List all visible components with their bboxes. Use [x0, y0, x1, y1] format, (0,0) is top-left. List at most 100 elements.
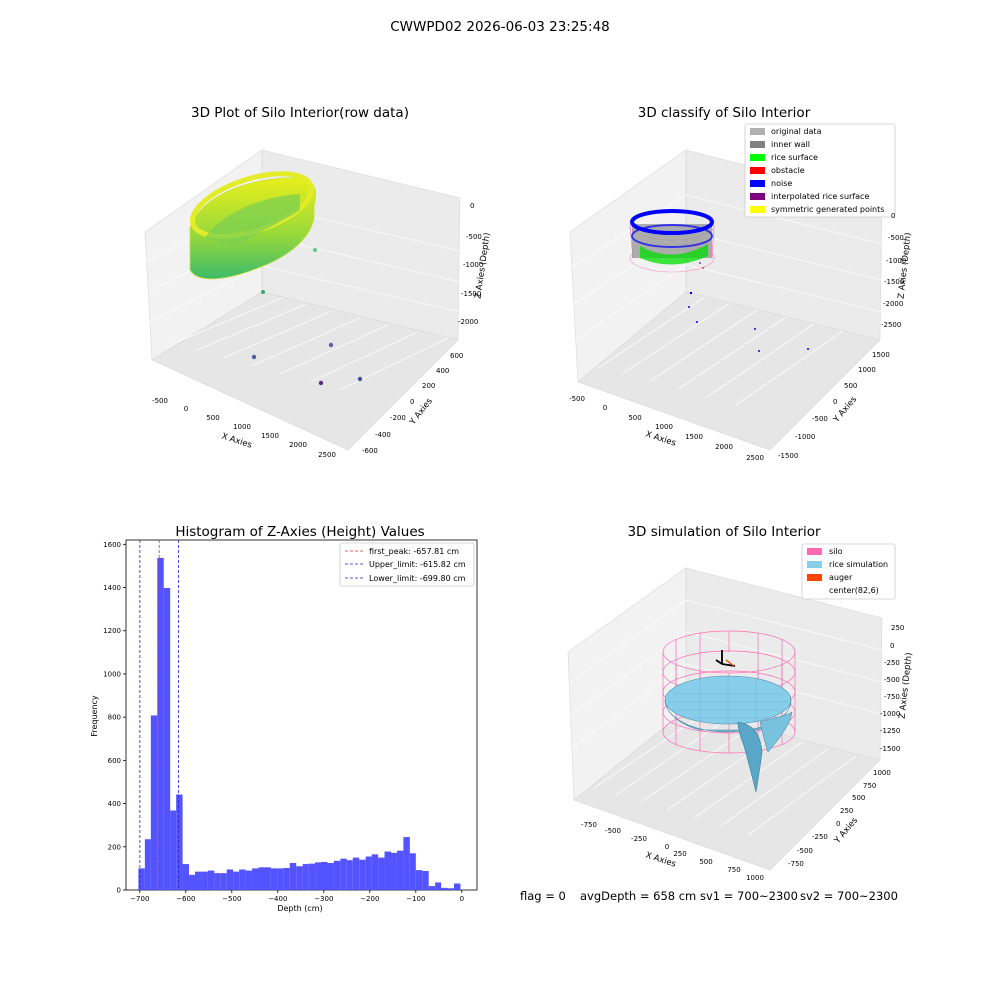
x-tick: 2500 [318, 451, 336, 459]
interp-point [699, 262, 701, 264]
x-tick: 2000 [289, 441, 307, 449]
hist-bar [428, 886, 436, 890]
noise-point [754, 328, 756, 330]
hist-bar [207, 870, 215, 890]
hist-bar [144, 839, 151, 890]
y-tick: 200 [422, 382, 435, 390]
x-tick: 1000 [746, 874, 764, 882]
status-sv2: sv2 = 700~2300 [800, 889, 898, 903]
panel-histogram: Histogram of Z-Axies (Height) Values −70… [90, 524, 478, 913]
x-tick: 500 [628, 414, 641, 422]
x-tick: -500 [152, 397, 168, 405]
stray-point [357, 376, 363, 382]
hist-bar [270, 868, 278, 890]
hist-bar [233, 871, 240, 890]
x-tick-labels: -500 0 500 1000 1500 2000 2500 [152, 397, 336, 459]
legend-swatch-noise [750, 180, 765, 187]
y-tick: 250 [840, 807, 853, 815]
y-tick: 750 [863, 782, 876, 790]
y-tick-label: 1400 [103, 584, 121, 592]
rice-cone-wing [759, 711, 793, 753]
legend-label: symmetric generated points [771, 205, 884, 214]
hist-bar [195, 871, 202, 890]
y-tick-label: 1600 [103, 541, 121, 549]
hist-bar [289, 862, 297, 890]
z-axis-label: Z Axies (Depth) [898, 652, 915, 719]
x-tick: 2000 [715, 443, 733, 451]
rice-surface-side [664, 699, 792, 733]
hist-bar [226, 869, 234, 890]
obstacle-point [702, 267, 704, 269]
stray-point [318, 380, 324, 386]
hist-bar [403, 837, 410, 890]
x-tick: 1000 [233, 423, 251, 431]
y-tick: 1500 [872, 351, 890, 359]
hist-bar [453, 883, 461, 890]
legend-label: first_peak: -657.81 cm [369, 547, 459, 556]
hist-bar [390, 852, 397, 890]
hist-bar [321, 861, 328, 890]
hist-bar [150, 715, 158, 890]
y-tick: 400 [436, 367, 449, 375]
auger-marker [725, 659, 735, 667]
panel-sim-title: 3D simulation of Silo Interior [627, 524, 821, 540]
legend-label: auger [829, 573, 853, 582]
x-tick: 0 [665, 843, 669, 851]
x-tick: -750 [581, 821, 597, 829]
hist-bar [220, 873, 227, 890]
y-tick: 0 [833, 398, 837, 406]
hist-bar [182, 864, 190, 890]
z-tick: -500 [888, 234, 904, 242]
hist-x-axis-label: Depth (cm) [277, 904, 322, 913]
hist-bar [201, 871, 208, 890]
z-tick: -2000 [458, 318, 478, 326]
x-tick-label: −400 [268, 895, 287, 903]
y-tick-labels: -750 -500 -250 0 250 500 750 1000 [788, 769, 891, 868]
x-tick-label: −500 [222, 895, 241, 903]
y-tick-label: 800 [108, 714, 121, 722]
legend-swatch-silo [807, 548, 822, 555]
rice-mesh [668, 676, 788, 724]
y-tick: -1500 [778, 452, 798, 460]
x-tick: 1000 [655, 423, 673, 431]
legend-label: rice simulation [829, 560, 888, 569]
y-tick: -750 [788, 860, 804, 868]
hist-vlines [139, 540, 179, 890]
x-tick-label: −200 [360, 895, 379, 903]
x-tick-label: 0 [460, 895, 464, 903]
y-tick: 1000 [873, 769, 891, 777]
z-tick: -500 [884, 676, 900, 684]
hist-bar [157, 557, 164, 890]
y-tick: -500 [797, 847, 813, 855]
hist-bar [189, 874, 196, 890]
z-tick: -1500 [884, 278, 904, 286]
x-tick-label: −600 [176, 895, 195, 903]
hist-bar [384, 851, 391, 890]
y-tick: 1000 [858, 366, 876, 374]
rice-cone-hole [737, 721, 763, 793]
legend-classify: original data inner wall rice surface ob… [744, 123, 896, 218]
hist-bar [441, 887, 448, 890]
noise-point [696, 321, 698, 323]
hist-bar [245, 870, 253, 890]
panel-classify-title: 3D classify of Silo Interior [638, 105, 811, 121]
z-tick: 250 [891, 624, 904, 632]
figure-title: CWWPD02 2026-06-03 23:25:48 [390, 19, 610, 35]
x-tick: 1500 [261, 432, 279, 440]
hist-bar [239, 869, 246, 890]
legend-swatch-rice-surface [750, 154, 765, 161]
legend-swatch-inner-wall [750, 141, 765, 148]
x-tick-label: −700 [130, 895, 149, 903]
z-tick: -250 [884, 659, 900, 667]
z-tick: -1000 [880, 710, 900, 718]
hist-bar [333, 860, 341, 890]
legend-swatch-interpolated [750, 193, 765, 200]
hist-bar [371, 854, 379, 890]
y-tick-labels: -600 -400 -200 0 200 400 600 [362, 352, 463, 455]
noise-point [758, 350, 760, 352]
rice-surface-points [640, 244, 708, 265]
panel-classify-3d: 3D classify of Silo Interior [569, 105, 913, 462]
noise-point [689, 291, 693, 295]
y-tick-label: 600 [108, 757, 121, 765]
